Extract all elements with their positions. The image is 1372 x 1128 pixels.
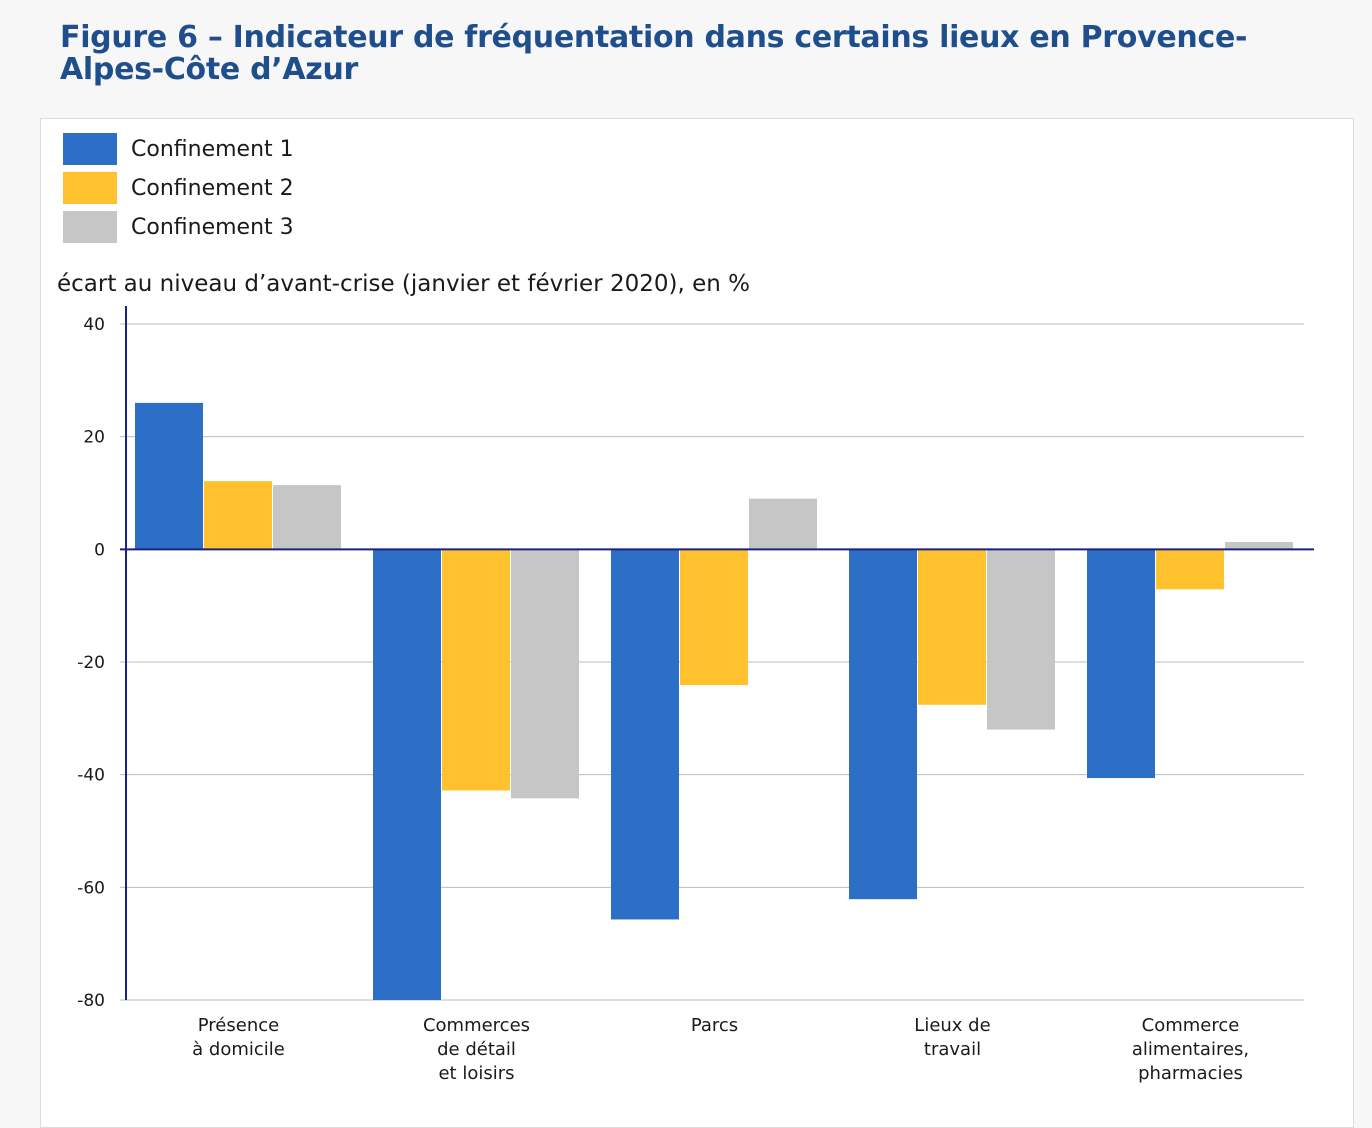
legend-label-confinement-3: Confinement 3 xyxy=(131,215,294,240)
bar xyxy=(918,549,986,705)
legend-swatch-confinement-1 xyxy=(63,133,117,165)
category-label: et loisirs xyxy=(438,1063,514,1084)
bar xyxy=(611,549,679,920)
category-label: Commerces xyxy=(423,1015,530,1036)
y-tick-label: -60 xyxy=(77,878,105,898)
legend-label-confinement-1: Confinement 1 xyxy=(131,137,294,162)
bar xyxy=(135,402,203,550)
y-tick-label: 40 xyxy=(83,315,105,335)
bar xyxy=(749,498,817,550)
bar xyxy=(273,485,341,550)
bar xyxy=(1225,542,1293,550)
y-axis-unit-label: écart au niveau d’avant-crise (janvier e… xyxy=(57,271,750,297)
bar xyxy=(987,549,1055,730)
bar xyxy=(849,549,917,900)
legend-swatch-confinement-3 xyxy=(63,211,117,243)
bar-chart: 40 20 0 -20 -40 -60 -80 Présence à domicile Comme… xyxy=(77,306,1314,1084)
legend-label-confinement-2: Confinement 2 xyxy=(131,176,294,201)
y-tick-label: 20 xyxy=(83,428,105,448)
legend-swatch-confinement-2 xyxy=(63,172,117,204)
y-tick-label: -20 xyxy=(77,653,105,673)
bar xyxy=(1087,549,1155,779)
category-label: Présence xyxy=(198,1015,279,1036)
bar xyxy=(442,549,510,791)
category-label: Commerce xyxy=(1142,1015,1240,1036)
category-label: pharmacies xyxy=(1138,1063,1243,1084)
y-tick-label: -40 xyxy=(77,766,105,786)
y-tick-label: 0 xyxy=(94,540,105,560)
bar xyxy=(373,549,441,1000)
bar xyxy=(680,549,748,686)
category-label: Parcs xyxy=(691,1015,738,1036)
chart-title: Figure 6 – Indicateur de fréquentation d… xyxy=(60,20,1248,87)
bar xyxy=(204,481,272,550)
y-tick-label: -80 xyxy=(77,991,105,1011)
category-label: Lieux de xyxy=(914,1015,990,1036)
chart-panel: Confinement 1 Confinement 2 Confinement … xyxy=(40,118,1354,1128)
category-label: de détail xyxy=(437,1039,516,1060)
category-label: à domicile xyxy=(192,1039,285,1060)
bar xyxy=(1156,549,1224,590)
category-label: alimentaires, xyxy=(1132,1039,1249,1060)
bar xyxy=(511,549,579,799)
category-label: travail xyxy=(924,1039,981,1060)
